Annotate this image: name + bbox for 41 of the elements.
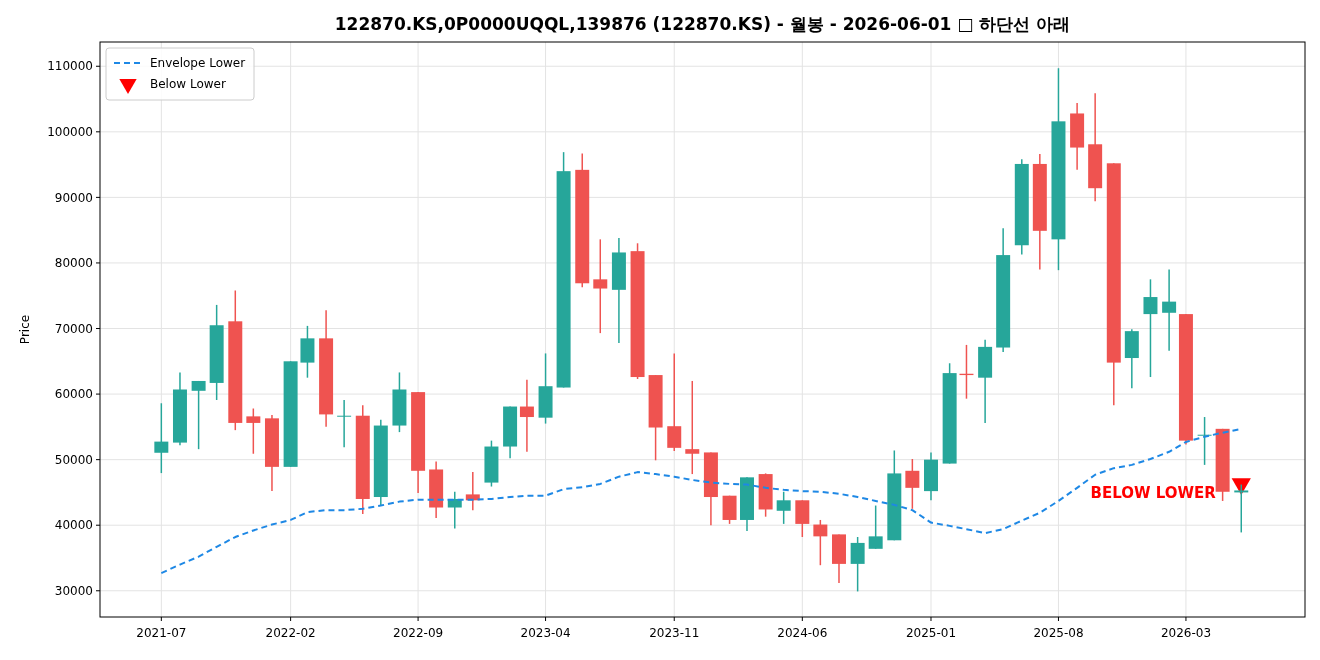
x-tick-label: 2021-07 [136,626,187,640]
candlestick [519,378,534,453]
candlestick [465,471,480,511]
y-tick-label: 40000 [54,518,93,533]
x-tick-label: 2023-11 [649,626,700,640]
y-tick-label: 30000 [54,583,93,598]
candlestick [813,519,828,566]
y-tick-label: 110000 [47,59,93,74]
x-tick-label: 2026-03 [1160,626,1212,640]
x-tick-label: 2025-01 [905,626,957,640]
candlestick [1143,278,1158,378]
candlestick [593,238,608,334]
legend-label: Envelope Lower [150,56,246,71]
candlestick [1162,268,1177,352]
y-tick-label: 90000 [54,190,93,205]
annotation: BELOW LOWER [1090,483,1217,502]
candlestick [850,536,865,593]
candlestick [667,352,682,452]
candlestick [246,407,261,455]
candlestick [337,399,352,448]
y-tick-label: 100000 [47,125,93,140]
x-tick-label: 2022-02 [265,626,316,640]
x-tick-label: 2024-06 [777,626,828,640]
y-tick-label: 80000 [54,256,93,271]
candlestick [685,380,700,475]
chart-title: 122870.KS,0P0000UQQL,139876 (122870.KS) - 월봉 - 2026-06-01 □ 하단선 아래 [334,14,1071,34]
candlestick [868,504,883,550]
y-axis-title: Price [18,314,32,345]
candlestick [776,491,791,525]
candlestick [1234,483,1249,534]
x-tick-label: 2023-04 [520,626,571,640]
y-tick-label: 60000 [54,387,93,402]
x-tick-label: 2022-09 [393,626,444,640]
y-tick-label: 70000 [54,321,93,336]
y-tick-label: 50000 [54,452,93,467]
candlestick [905,458,920,510]
candlestick [191,380,206,450]
x-tick-label: 2025-08 [1033,626,1084,640]
legend-label: Below Lower [150,77,226,92]
candlestick [795,499,810,538]
candlestick [154,402,169,474]
